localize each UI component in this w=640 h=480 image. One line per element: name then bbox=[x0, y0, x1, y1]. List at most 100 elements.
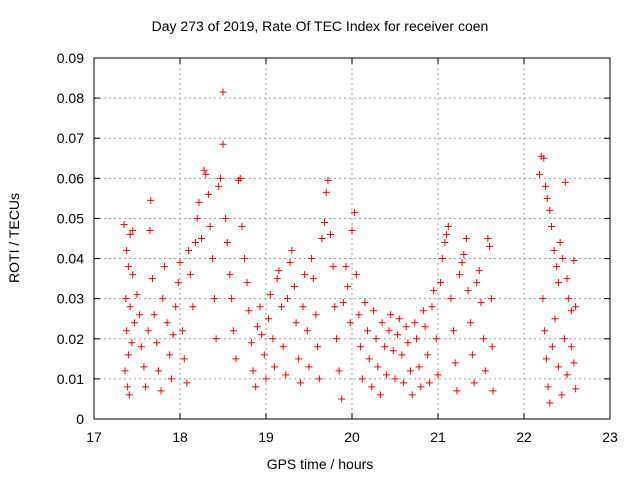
data-point bbox=[355, 311, 363, 319]
data-point bbox=[554, 363, 562, 371]
data-point bbox=[275, 267, 283, 275]
data-point bbox=[200, 166, 208, 174]
data-point bbox=[387, 311, 395, 319]
data-point bbox=[559, 255, 567, 263]
data-point bbox=[335, 367, 343, 375]
data-point bbox=[144, 327, 152, 335]
x-tick-label: 23 bbox=[602, 429, 618, 445]
data-point bbox=[122, 295, 130, 303]
data-point bbox=[542, 355, 550, 363]
data-point bbox=[484, 235, 492, 242]
data-point bbox=[467, 319, 475, 327]
data-point bbox=[195, 198, 203, 206]
data-point bbox=[322, 188, 330, 196]
data-point bbox=[159, 295, 167, 303]
data-point bbox=[398, 351, 406, 359]
data-point bbox=[206, 222, 214, 230]
data-point bbox=[438, 255, 446, 263]
data-point bbox=[136, 311, 144, 319]
data-point bbox=[193, 214, 201, 222]
data-point bbox=[228, 295, 236, 303]
data-point bbox=[123, 327, 131, 335]
data-point bbox=[260, 351, 268, 359]
data-point bbox=[273, 275, 281, 283]
x-tick-label: 17 bbox=[86, 429, 102, 445]
data-point bbox=[468, 351, 476, 359]
scatter-points bbox=[120, 88, 580, 407]
data-point bbox=[241, 255, 248, 263]
data-point bbox=[453, 387, 461, 395]
data-point bbox=[128, 339, 136, 347]
data-point bbox=[437, 279, 445, 287]
data-point bbox=[419, 307, 427, 315]
data-point bbox=[236, 174, 244, 182]
data-point bbox=[126, 303, 134, 311]
data-point bbox=[216, 174, 224, 182]
data-point bbox=[301, 271, 309, 279]
data-point bbox=[229, 327, 237, 335]
data-point bbox=[320, 218, 328, 226]
data-point bbox=[570, 359, 578, 367]
data-point bbox=[202, 170, 210, 178]
data-point bbox=[434, 371, 442, 379]
data-point bbox=[288, 247, 296, 255]
data-point bbox=[219, 88, 227, 96]
data-point bbox=[249, 367, 257, 375]
data-point bbox=[415, 363, 423, 371]
data-point bbox=[265, 315, 273, 323]
data-point bbox=[489, 387, 497, 395]
data-point bbox=[382, 371, 390, 379]
data-point bbox=[344, 283, 352, 291]
y-tick-label: 0.06 bbox=[57, 170, 84, 186]
data-point bbox=[147, 196, 155, 204]
data-point bbox=[333, 335, 341, 343]
data-point bbox=[299, 303, 307, 311]
data-point bbox=[541, 327, 549, 335]
data-point bbox=[277, 303, 285, 311]
data-point bbox=[121, 367, 129, 375]
data-point bbox=[142, 383, 150, 391]
data-point bbox=[140, 363, 148, 371]
data-point bbox=[563, 371, 571, 379]
data-point bbox=[150, 311, 158, 319]
chart-title: Day 273 of 2019, Rate Of TEC Index for r… bbox=[151, 18, 489, 34]
x-tick-label: 18 bbox=[172, 429, 188, 445]
data-point bbox=[376, 391, 384, 399]
data-point bbox=[408, 391, 416, 399]
x-tick-label: 20 bbox=[344, 429, 360, 445]
data-point bbox=[183, 379, 191, 387]
data-point bbox=[179, 327, 187, 335]
data-point bbox=[331, 303, 339, 311]
data-point bbox=[385, 327, 393, 335]
data-point bbox=[551, 315, 559, 323]
x-axis-label: GPS time / hours bbox=[266, 456, 374, 472]
data-point bbox=[346, 319, 354, 327]
data-point bbox=[391, 375, 399, 383]
data-point bbox=[554, 279, 562, 287]
data-point bbox=[303, 327, 311, 335]
data-point bbox=[312, 311, 320, 319]
data-point bbox=[172, 303, 180, 311]
data-point bbox=[556, 239, 564, 247]
data-point bbox=[342, 263, 350, 271]
data-point bbox=[402, 323, 410, 331]
data-point bbox=[542, 182, 549, 190]
data-point bbox=[339, 299, 347, 307]
data-point bbox=[252, 383, 260, 391]
data-point bbox=[351, 208, 359, 216]
data-point bbox=[253, 323, 261, 331]
data-point bbox=[155, 367, 162, 375]
data-point bbox=[125, 391, 133, 399]
data-point bbox=[124, 351, 132, 359]
y-tick-label: 0.08 bbox=[57, 90, 84, 106]
data-point bbox=[329, 263, 337, 271]
data-point bbox=[222, 214, 230, 222]
data-point bbox=[363, 327, 371, 335]
data-point bbox=[129, 271, 137, 279]
data-point bbox=[404, 339, 412, 347]
data-point bbox=[451, 359, 459, 367]
data-point bbox=[215, 182, 223, 190]
data-point bbox=[232, 355, 240, 363]
data-point bbox=[421, 323, 429, 331]
